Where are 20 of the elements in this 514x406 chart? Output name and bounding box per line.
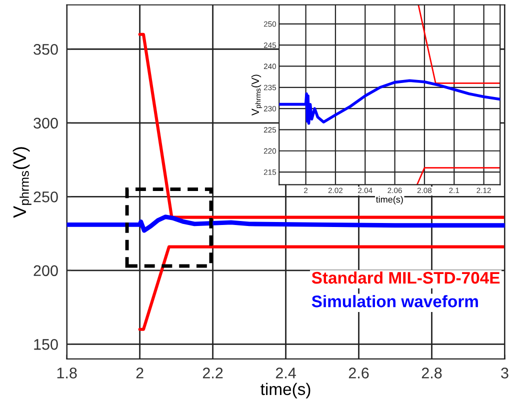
line-series (279, 79, 500, 125)
line-series (66, 214, 505, 233)
y-tick-label: 150 (34, 339, 58, 350)
series-label: Standard MIL-STD-704E (312, 271, 500, 284)
x-axis-title: time(s) (376, 196, 403, 204)
x-tick-label: 3 (501, 368, 508, 378)
x-tick-label: 2.6 (348, 368, 369, 378)
text: Simulation waveform (312, 295, 478, 308)
x-tick-label: 1.8 (57, 368, 77, 378)
x-tick-label: 2.2 (202, 368, 223, 378)
x-tick-label: 2 (136, 368, 144, 378)
x-tick-label: 2.4 (276, 368, 296, 378)
x-tick-label: 2.8 (422, 368, 442, 378)
y-tick-label: 250 (34, 192, 58, 202)
y-axis-title: V$_{phrms}$(V) (12, 147, 32, 218)
y-tick-label: 350 (34, 44, 58, 55)
x-axis-title: time(s) (260, 382, 310, 398)
y-tick-label: 200 (34, 265, 58, 276)
y-tick-label: 300 (34, 118, 58, 129)
y-axis-title: V$_{phrms}$(V) (251, 74, 262, 116)
